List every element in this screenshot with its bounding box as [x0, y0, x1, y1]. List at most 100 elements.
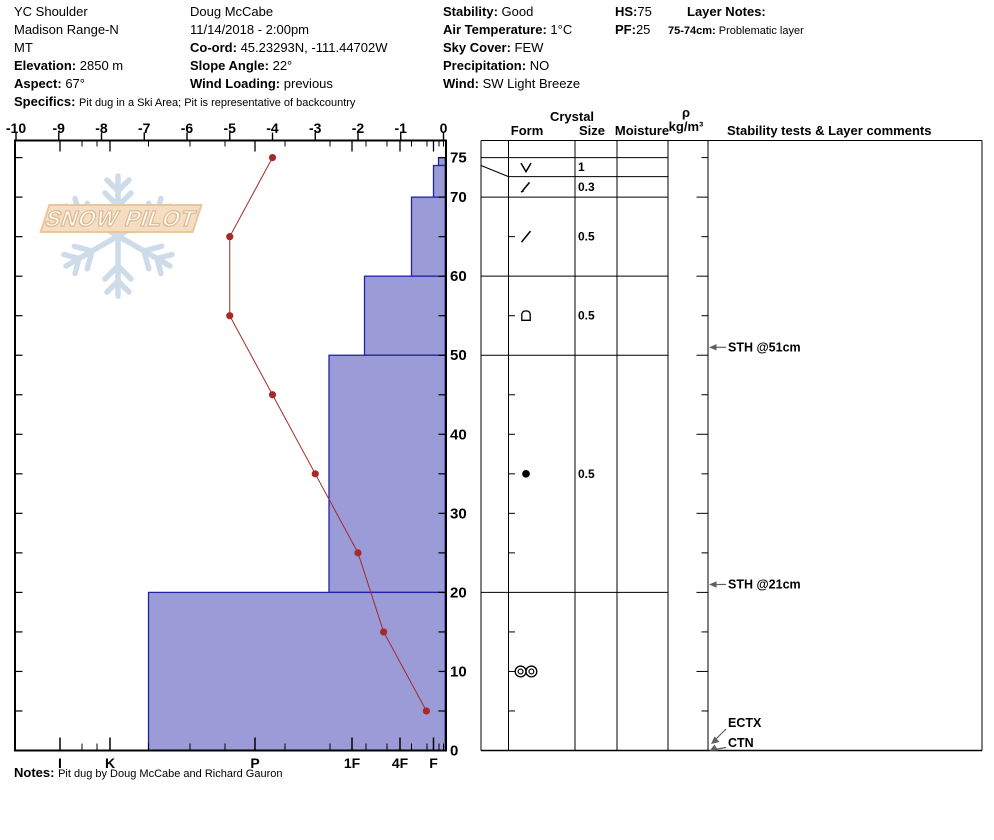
sky-cover-value: FEW [514, 40, 544, 55]
depth-label: 0 [450, 743, 458, 760]
depth-label: 75 [450, 150, 467, 167]
notes-label: Notes: [14, 765, 55, 780]
specifics-label: Specifics: [14, 94, 76, 109]
temp-axis-label: -3 [309, 120, 322, 136]
temperature-point [380, 628, 388, 636]
snowflake-branch [115, 177, 132, 194]
snowflake-branch [104, 278, 121, 295]
hardness-bar [328, 354, 446, 594]
temp-axis-label: -9 [53, 120, 66, 136]
test-label: STH @21cm [728, 577, 801, 591]
temperature-point [226, 233, 234, 241]
table-header: Size [579, 123, 605, 138]
depth-label: 20 [450, 584, 467, 601]
snowflake-branch [84, 248, 95, 272]
melt-form-glyph [525, 665, 538, 678]
hardness-bar [432, 164, 446, 198]
hardness-bar [363, 275, 446, 356]
slope-angle-line: Slope Angle: 22° [190, 58, 292, 74]
temp-axis-label: -1 [395, 120, 408, 136]
hardness-bar [437, 156, 446, 167]
wind-value: SW Light Breeze [482, 76, 581, 91]
temp-axis-label: -4 [266, 120, 279, 136]
hs-label: HS: [615, 4, 638, 19]
aspect-line: Aspect: 67° [14, 76, 85, 92]
depth-label: 50 [450, 347, 467, 364]
airtemp-value: 1°C [550, 22, 573, 37]
depth-label: 70 [450, 189, 467, 206]
wind-label: Wind: [443, 76, 479, 91]
stability-label: Stability: [443, 4, 498, 19]
precip-value: NO [529, 58, 550, 73]
hardness-axis-label: P [250, 755, 259, 771]
aspect-label: Aspect: [14, 76, 62, 91]
temperature-point [268, 154, 277, 162]
grain-form-symbol-double-circle [514, 665, 538, 678]
notes-text: Pit dug by Doug McCabe and Richard Gauro… [58, 768, 283, 780]
temperature-curve [229, 157, 427, 712]
snowflake-branch [61, 251, 82, 262]
facet-round-glyph [521, 310, 531, 321]
layer-note-line: 75-74cm: Problematic layer [668, 23, 804, 39]
airtemp-label: Air Temperature: [443, 22, 547, 37]
temp-axis-label: -10 [6, 120, 26, 136]
stability-value: Good [501, 4, 534, 19]
snowflake-branch [115, 190, 134, 209]
test-label: STH @51cm [728, 340, 801, 354]
table-header: Moisture [615, 123, 669, 138]
pit-datetime: 11/14/2018 - 2:00pm [190, 22, 310, 37]
grain-size-value: 0.3 [578, 180, 595, 194]
hardness-axis-label: I [58, 755, 62, 771]
elevation-label: Elevation: [14, 58, 77, 73]
hs-line: HS:75 [615, 4, 652, 20]
snowflake-branch [115, 263, 134, 282]
hardness-axis-label: K [105, 755, 115, 771]
grain-size-value: 1 [578, 160, 585, 174]
decomposing-glyph-foot [520, 190, 524, 193]
pit-range: Madison Range-N [14, 22, 119, 37]
pf-value: 25 [635, 22, 651, 37]
temp-axis-label: -2 [352, 120, 365, 136]
snowflake-branch [141, 248, 152, 272]
melt-form-glyph [514, 665, 527, 678]
pit-name: YC Shoulder [14, 4, 88, 19]
plot-border [14, 139, 447, 752]
left-arrow-icon [709, 344, 717, 351]
grain-size-value: 0.5 [578, 230, 595, 244]
temperature-point [422, 707, 430, 715]
elevation-value: 2850 m [79, 58, 124, 73]
table-header: Form [511, 123, 544, 138]
temperature-point [226, 312, 234, 320]
snowflake-arm [102, 233, 134, 299]
wind-loading-line: Wind Loading: previous [190, 76, 333, 92]
snowflake-arm [61, 233, 121, 277]
grain-form-symbol-slash [520, 230, 532, 243]
depth-label: 60 [450, 268, 467, 285]
test-label: ECTX [728, 716, 762, 730]
hardness-axis-label: 4F [392, 755, 409, 771]
test-label: CTN [728, 736, 754, 750]
snowflake-branch [141, 243, 165, 254]
temperature-point [354, 549, 362, 557]
specifics-value: Pit dug in a Ski Area; Pit is representa… [79, 97, 356, 109]
precip-label: Precipitation: [443, 58, 527, 73]
grain-form-symbol-v [520, 162, 532, 174]
depth-label: 40 [450, 426, 467, 443]
snowflake-branch [102, 263, 121, 282]
decomposing-glyph [521, 181, 531, 192]
diagonal-arrow-icon [711, 736, 720, 744]
surface-hoar-glyph [520, 162, 532, 174]
slope-angle-value: 22° [272, 58, 293, 73]
temp-axis-label: 0 [440, 120, 448, 136]
layer-note-depth: 75-74cm: [668, 25, 716, 37]
specifics-line: Specifics: Pit dug in a Ski Area; Pit is… [14, 94, 355, 111]
table-header: ρ [682, 105, 690, 120]
hardness-bar [147, 591, 446, 752]
decomposing-glyph [520, 230, 532, 243]
snowflake-branch [154, 255, 164, 277]
grain-size-value: 0.5 [578, 467, 595, 481]
snowflake-arm [115, 233, 175, 277]
grain-size-value: 0.5 [578, 309, 595, 323]
layer-notes-label: Layer Notes: [687, 4, 766, 19]
